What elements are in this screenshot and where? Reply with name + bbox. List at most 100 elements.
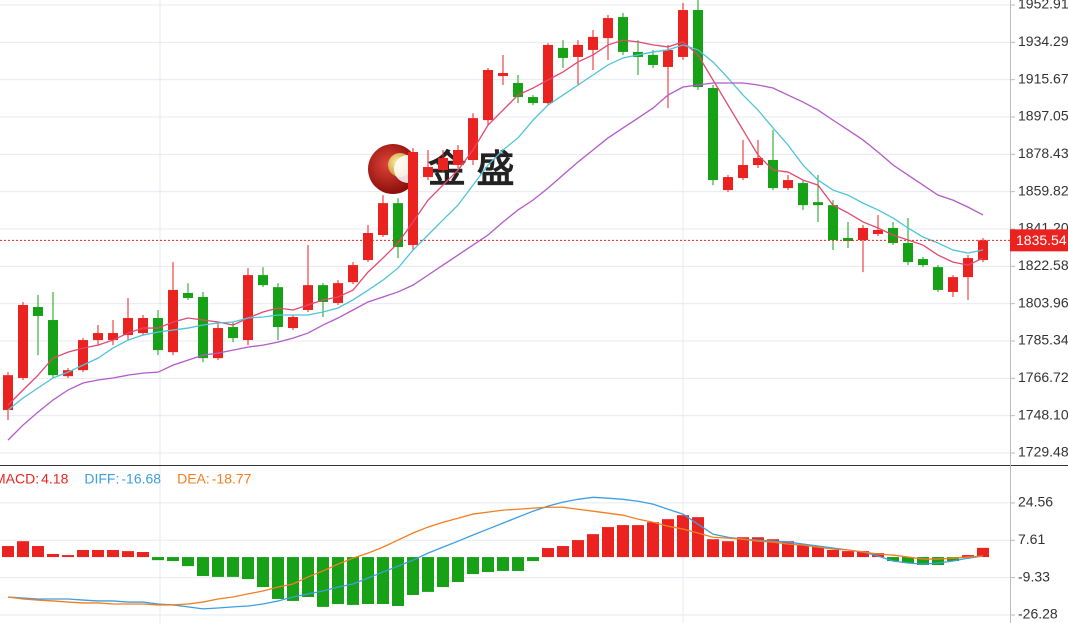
macd-bar (152, 557, 164, 561)
macd-bar (182, 557, 194, 567)
candle-body (303, 285, 313, 310)
macd-bar (332, 557, 344, 605)
macd-bar (872, 553, 884, 558)
y-tick-label: 1897.05 (1018, 108, 1068, 124)
macd-bar (887, 557, 899, 562)
macd-bar (707, 539, 719, 558)
candle-body (558, 47, 568, 58)
candle-body (798, 183, 808, 206)
macd-bar (467, 557, 479, 575)
macd-bar (47, 553, 59, 558)
candle-body (648, 54, 658, 65)
y-tick-label: 1766.72 (1018, 369, 1068, 385)
macd-bar (347, 557, 359, 605)
macd-bar (62, 555, 74, 558)
axes: 1952.91 1934.29 1915.67 1897.05 1878.43 1859.… (1010, 0, 1068, 622)
candle-body (318, 285, 328, 302)
price-plot (0, 0, 1010, 441)
candle-body (768, 160, 778, 189)
macd-bar (752, 537, 764, 558)
macd-bar (542, 548, 554, 558)
candle-body (198, 296, 208, 359)
macd-plot (2, 496, 989, 610)
candle-body (378, 203, 388, 236)
macd-bar (362, 557, 374, 605)
candle-body (423, 167, 433, 178)
indicator-line (7, 44, 984, 411)
macd-bar (737, 537, 749, 558)
candle-body (543, 44, 553, 104)
candle-body (483, 69, 493, 121)
candle-body (663, 49, 673, 67)
candle-body (783, 180, 793, 189)
indicator-line (7, 82, 984, 441)
grid-layer (0, 4, 1010, 616)
candle-body (18, 304, 28, 378)
candle-body (393, 203, 403, 248)
candle-body (288, 317, 298, 329)
candle-body (93, 333, 103, 341)
macd-bar (617, 525, 629, 558)
candle-body (588, 36, 598, 50)
macd-bar (557, 546, 569, 558)
last-price-box (1010, 229, 1068, 252)
last-price-label: 1835.54 (1016, 232, 1067, 248)
candle-body (513, 83, 523, 98)
candle-body (213, 328, 223, 359)
candle-body (753, 158, 763, 166)
macd-bar (782, 541, 794, 558)
y-tick-label: -9.33 (1018, 568, 1050, 584)
macd-bar (512, 557, 524, 571)
macd-bar (317, 557, 329, 607)
candle-body (813, 202, 823, 206)
y-tick-label: 1748.10 (1018, 406, 1068, 422)
macd-bar (857, 551, 869, 558)
indicator-line (7, 39, 984, 406)
legend-value: -16.68 (121, 471, 161, 487)
y-tick-label: 1859.82 (1018, 182, 1068, 198)
macd-bar (572, 540, 584, 558)
candle-body (243, 275, 253, 341)
candle-body (438, 158, 448, 171)
y-tick-label: 1915.67 (1018, 70, 1068, 86)
macd-bar (932, 557, 944, 566)
candle-body (153, 318, 163, 351)
candle-body (138, 318, 148, 334)
candle-body (918, 259, 928, 266)
candle-body (228, 327, 238, 339)
macd-bar (272, 557, 284, 599)
candle-body (258, 275, 268, 286)
candle-body (738, 165, 748, 179)
macd-bar (497, 557, 509, 571)
candle-body (273, 287, 283, 328)
legend-name: DEA: (177, 471, 210, 487)
candle-body (933, 267, 943, 290)
macd-bar (632, 525, 644, 558)
macd-bar (482, 557, 494, 573)
macd-bar (812, 547, 824, 558)
candle-body (123, 318, 133, 336)
candle-body (723, 177, 733, 191)
candle-body (168, 289, 178, 353)
macd-bar (962, 555, 974, 558)
macd-bar (107, 550, 119, 558)
macd-bar (212, 557, 224, 577)
y-tick-label: 1878.43 (1018, 145, 1068, 161)
legend-value: 4.18 (41, 471, 68, 487)
macd-bar (77, 550, 89, 558)
candle-body (618, 17, 628, 52)
macd-bar (437, 557, 449, 588)
legend-name: DIFF: (84, 471, 119, 487)
candle-body (843, 238, 853, 242)
macd-bar (422, 557, 434, 592)
y-tick-label: 1803.96 (1018, 294, 1068, 310)
macd-bar (797, 545, 809, 558)
legend-name: MACD: (0, 471, 39, 487)
candle-body (858, 227, 868, 241)
candle-body (408, 151, 418, 246)
candle-body (903, 243, 913, 263)
macd-bar (227, 557, 239, 577)
candle-body (678, 10, 688, 57)
macd-bar (647, 522, 659, 558)
